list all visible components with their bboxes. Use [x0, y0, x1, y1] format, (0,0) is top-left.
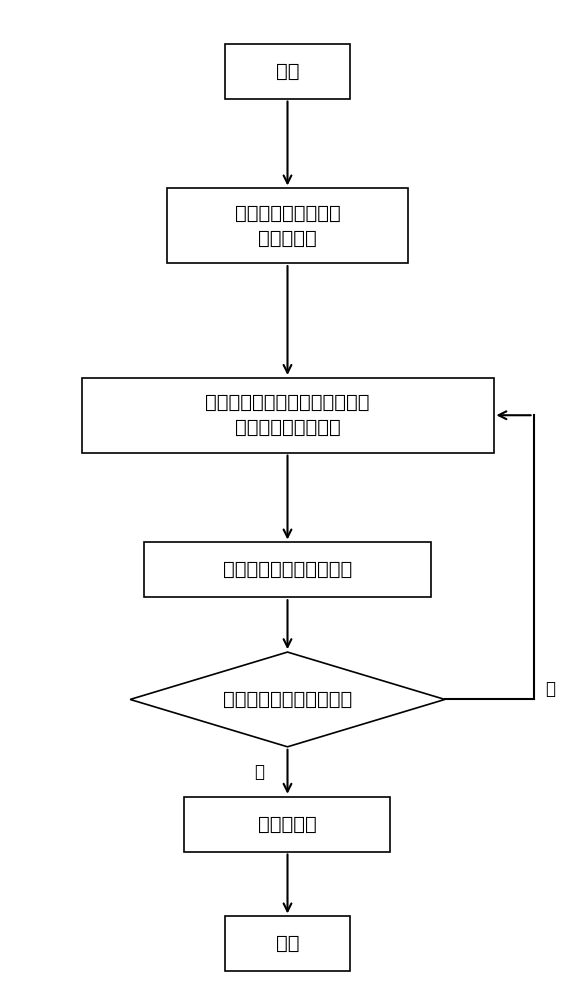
Text: 设定搜索空间的维数
和粒子数目: 设定搜索空间的维数 和粒子数目 — [235, 204, 340, 248]
Text: 计算各粒子目标函数，找出当前
个体极值和全局极值: 计算各粒子目标函数，找出当前 个体极值和全局极值 — [205, 393, 370, 437]
Text: 输出最优解: 输出最优解 — [258, 815, 317, 834]
FancyBboxPatch shape — [167, 188, 408, 263]
FancyBboxPatch shape — [82, 378, 493, 453]
Text: 否: 否 — [545, 680, 555, 698]
FancyBboxPatch shape — [144, 542, 431, 597]
Text: 开始: 开始 — [276, 62, 299, 81]
Text: 计算更新速度和更新位置: 计算更新速度和更新位置 — [223, 560, 352, 579]
Text: 是: 是 — [255, 763, 264, 781]
FancyBboxPatch shape — [225, 916, 350, 971]
Text: 是否达到最大迭代次数？: 是否达到最大迭代次数？ — [223, 690, 352, 709]
Text: 结束: 结束 — [276, 934, 299, 953]
Polygon shape — [130, 652, 445, 747]
FancyBboxPatch shape — [225, 44, 350, 99]
FancyBboxPatch shape — [185, 797, 390, 852]
